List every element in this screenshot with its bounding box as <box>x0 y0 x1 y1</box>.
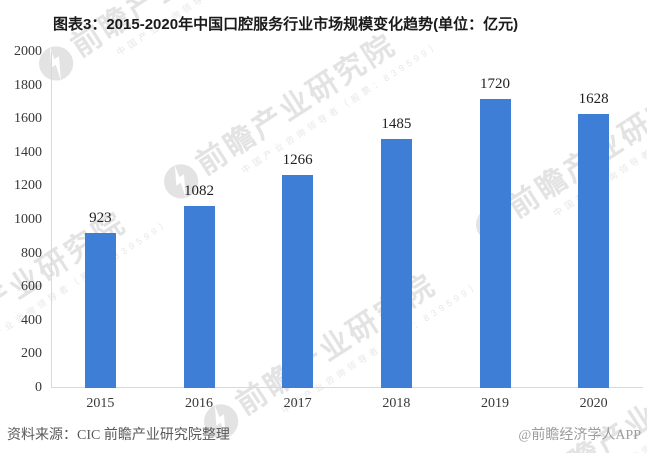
y-axis-tick-label: 1800 <box>14 77 42 93</box>
bar-value-label: 1082 <box>184 183 214 200</box>
x-axis-tick-label: 2019 <box>481 396 509 411</box>
bar-value-label: 923 <box>89 209 112 226</box>
y-axis-tick-label: 1000 <box>14 212 42 227</box>
bar-2016 <box>183 206 215 388</box>
source-note: 资料来源：CIC 前瞻产业研究院整理 <box>7 428 230 443</box>
bar-2017 <box>282 175 314 388</box>
app-credit: @前瞻经济学人APP <box>518 428 641 443</box>
x-axis-tick-label: 2016 <box>185 396 213 411</box>
y-axis-tick-label: 1600 <box>14 111 42 127</box>
x-axis-tick-label: 2020 <box>579 396 608 411</box>
bar-value-label: 1628 <box>578 91 609 108</box>
x-axis-tick-label: 2015 <box>86 396 115 411</box>
x-axis-tick-label: 2017 <box>283 396 312 411</box>
y-axis-tick-label: 400 <box>21 312 42 328</box>
y-axis-tick-label: 1200 <box>14 178 42 194</box>
x-axis-tick-label: 2018 <box>382 396 411 411</box>
bar-value-label: 1266 <box>282 152 313 169</box>
bar-2019 <box>479 99 511 388</box>
bar-2020 <box>578 114 610 388</box>
y-axis-tick-label: 2000 <box>14 44 42 59</box>
plot-axes <box>51 52 643 388</box>
y-axis-tick-label: 200 <box>21 346 42 362</box>
y-axis-tick-label: 800 <box>21 245 42 261</box>
bar-2015 <box>84 232 116 388</box>
y-axis-tick-label: 1400 <box>14 144 42 160</box>
bar-value-label: 1720 <box>480 76 510 93</box>
bar-2018 <box>380 138 412 388</box>
y-axis-tick-label: 600 <box>21 279 42 295</box>
y-axis-tick-label: 0 <box>35 380 42 395</box>
chart-title: 图表3：2015-2020年中国口腔服务行业市场规模变化趋势(单位：亿元) <box>53 16 519 33</box>
bar-value-label: 1485 <box>381 115 412 132</box>
